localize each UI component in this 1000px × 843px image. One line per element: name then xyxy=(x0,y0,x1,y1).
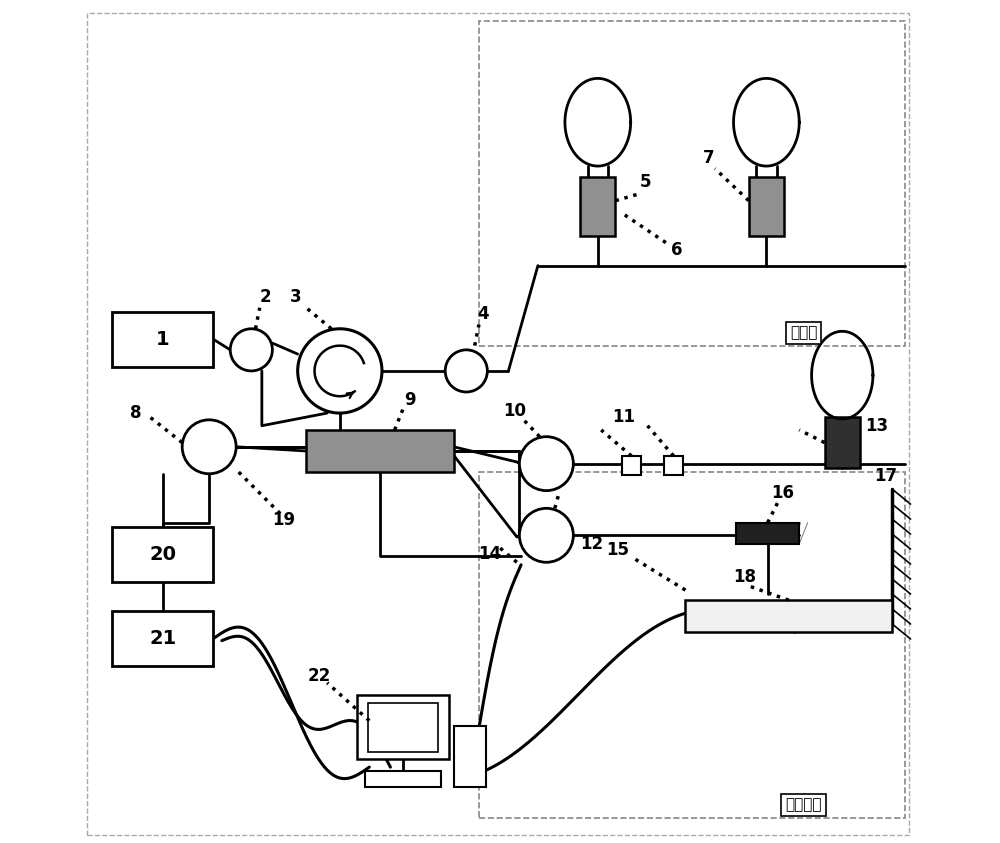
Bar xyxy=(825,417,860,468)
Text: 主体部分: 主体部分 xyxy=(785,797,822,813)
Text: 15: 15 xyxy=(607,541,630,560)
Bar xyxy=(749,177,784,236)
Bar xyxy=(622,456,641,475)
Text: 传感器: 传感器 xyxy=(790,325,817,341)
Text: 9: 9 xyxy=(404,391,416,410)
Text: 5: 5 xyxy=(640,173,652,191)
Bar xyxy=(112,611,213,666)
Circle shape xyxy=(445,350,487,392)
Circle shape xyxy=(298,329,382,413)
Bar xyxy=(365,771,441,787)
Bar xyxy=(479,472,905,818)
Circle shape xyxy=(519,508,573,562)
Text: 11: 11 xyxy=(612,408,635,427)
Bar xyxy=(357,695,449,759)
Bar xyxy=(580,177,615,236)
Bar xyxy=(112,527,213,582)
Text: 18: 18 xyxy=(733,568,756,587)
Text: 14: 14 xyxy=(478,545,501,563)
Circle shape xyxy=(182,420,236,474)
Text: 3: 3 xyxy=(290,287,302,306)
Circle shape xyxy=(230,329,272,371)
Text: 10: 10 xyxy=(503,401,526,420)
Circle shape xyxy=(519,437,573,491)
Bar xyxy=(664,456,683,475)
Text: 22: 22 xyxy=(307,667,330,685)
Bar xyxy=(368,703,438,752)
Text: 21: 21 xyxy=(149,629,176,648)
Text: 4: 4 xyxy=(477,305,489,324)
Bar xyxy=(685,600,892,632)
Text: 16: 16 xyxy=(771,484,794,502)
Text: 12: 12 xyxy=(580,534,603,553)
Text: 8: 8 xyxy=(130,404,142,422)
Bar xyxy=(454,726,486,787)
Text: 2: 2 xyxy=(260,287,271,306)
Bar xyxy=(479,21,905,346)
Bar xyxy=(736,523,799,544)
Text: 6: 6 xyxy=(671,241,683,260)
Text: 19: 19 xyxy=(272,511,295,529)
Text: 7: 7 xyxy=(703,148,715,167)
Bar xyxy=(306,430,454,472)
Text: 1: 1 xyxy=(156,330,170,349)
Bar xyxy=(112,312,213,367)
Text: 17: 17 xyxy=(875,467,898,486)
Text: 20: 20 xyxy=(149,545,176,564)
Text: 13: 13 xyxy=(865,416,888,435)
